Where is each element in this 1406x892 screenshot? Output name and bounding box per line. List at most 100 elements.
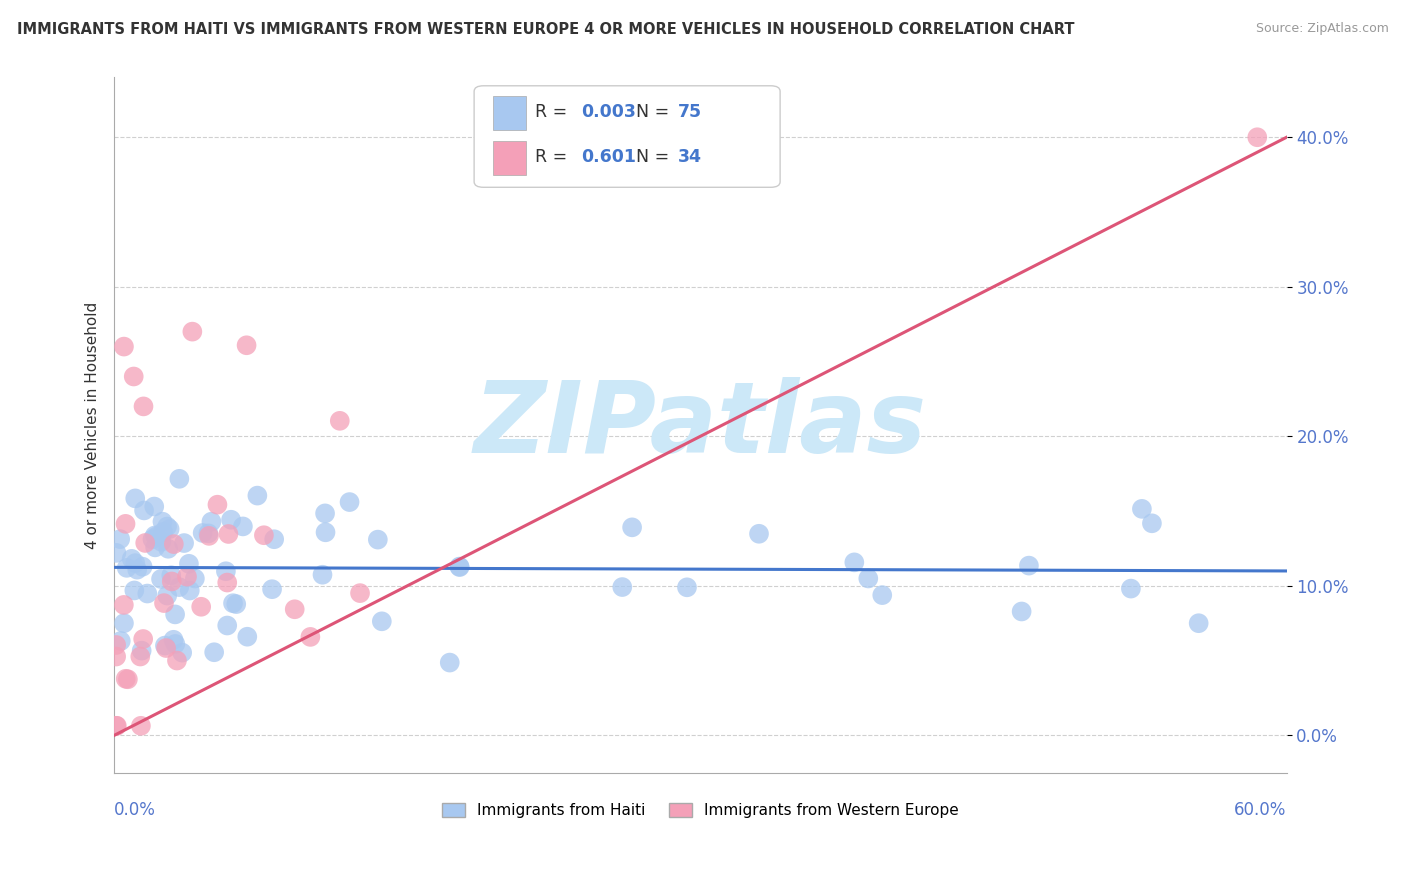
Point bbox=[246, 489, 269, 503]
Text: 0.0%: 0.0% bbox=[114, 800, 156, 819]
Point bbox=[200, 515, 222, 529]
Point bbox=[159, 522, 181, 536]
Point bbox=[207, 498, 229, 512]
Point bbox=[105, 546, 128, 560]
Point bbox=[155, 640, 177, 655]
Point bbox=[124, 491, 146, 506]
Point bbox=[143, 500, 166, 514]
Point bbox=[177, 557, 200, 571]
Point bbox=[339, 495, 361, 509]
Point bbox=[105, 649, 128, 664]
Legend: Immigrants from Haiti, Immigrants from Western Europe: Immigrants from Haiti, Immigrants from W… bbox=[436, 797, 965, 824]
Point bbox=[129, 719, 152, 733]
Point bbox=[202, 645, 225, 659]
Point bbox=[166, 654, 188, 668]
Text: ZIPatlas: ZIPatlas bbox=[474, 376, 927, 474]
Point bbox=[1018, 558, 1040, 573]
Point bbox=[105, 638, 128, 652]
Point bbox=[157, 541, 180, 556]
Point bbox=[160, 568, 183, 582]
Point bbox=[117, 672, 139, 686]
Point bbox=[156, 519, 179, 533]
Point bbox=[131, 643, 153, 657]
Text: N =: N = bbox=[636, 148, 675, 167]
Point bbox=[153, 639, 176, 653]
Text: Source: ZipAtlas.com: Source: ZipAtlas.com bbox=[1256, 22, 1389, 36]
Point bbox=[676, 580, 699, 594]
Point bbox=[315, 525, 337, 540]
Point bbox=[134, 536, 156, 550]
Point bbox=[162, 632, 184, 647]
Point bbox=[172, 646, 194, 660]
Point bbox=[141, 533, 163, 547]
Point bbox=[219, 513, 242, 527]
Point bbox=[844, 555, 866, 569]
Point bbox=[112, 598, 135, 612]
Text: R =: R = bbox=[536, 103, 572, 121]
Point bbox=[167, 580, 190, 594]
Point bbox=[131, 559, 153, 574]
Point bbox=[184, 572, 207, 586]
Point bbox=[115, 561, 138, 575]
Point bbox=[449, 559, 471, 574]
Point bbox=[160, 574, 183, 589]
Point bbox=[235, 338, 257, 352]
Point bbox=[129, 649, 152, 664]
Point bbox=[858, 572, 880, 586]
Point bbox=[439, 656, 461, 670]
FancyBboxPatch shape bbox=[474, 86, 780, 187]
Point bbox=[124, 583, 146, 598]
Point bbox=[145, 529, 167, 543]
Point bbox=[132, 632, 155, 646]
Point bbox=[1140, 516, 1163, 531]
Point bbox=[108, 532, 131, 546]
Point bbox=[136, 586, 159, 600]
Point bbox=[105, 719, 128, 733]
Point bbox=[612, 580, 634, 594]
Point bbox=[132, 503, 155, 517]
Point bbox=[190, 599, 212, 614]
Point bbox=[222, 596, 245, 610]
Point bbox=[156, 589, 179, 603]
Point bbox=[217, 527, 239, 541]
Text: IMMIGRANTS FROM HAITI VS IMMIGRANTS FROM WESTERN EUROPE 4 OR MORE VEHICLES IN HO: IMMIGRANTS FROM HAITI VS IMMIGRANTS FROM… bbox=[17, 22, 1074, 37]
Point bbox=[232, 519, 254, 533]
Point bbox=[152, 515, 174, 529]
Point bbox=[748, 526, 770, 541]
Point bbox=[112, 616, 135, 631]
Point bbox=[176, 570, 198, 584]
Point bbox=[152, 524, 174, 539]
Text: N =: N = bbox=[636, 103, 675, 121]
Point bbox=[153, 596, 176, 610]
Point bbox=[150, 572, 173, 586]
FancyBboxPatch shape bbox=[494, 96, 526, 129]
FancyBboxPatch shape bbox=[494, 142, 526, 175]
Point bbox=[143, 541, 166, 555]
Text: R =: R = bbox=[536, 148, 572, 167]
Text: 60.0%: 60.0% bbox=[1234, 800, 1286, 819]
Point bbox=[122, 369, 145, 384]
Text: 34: 34 bbox=[678, 148, 702, 167]
Text: 0.003: 0.003 bbox=[581, 103, 636, 121]
Point bbox=[112, 340, 135, 354]
Point bbox=[1119, 582, 1142, 596]
Point bbox=[114, 672, 136, 686]
Point bbox=[143, 528, 166, 542]
Point bbox=[132, 400, 155, 414]
Point bbox=[198, 529, 221, 543]
Point bbox=[311, 567, 333, 582]
Point bbox=[870, 588, 893, 602]
Point bbox=[329, 414, 352, 428]
Point bbox=[191, 525, 214, 540]
Point bbox=[165, 607, 187, 622]
Point bbox=[105, 719, 128, 733]
Point bbox=[217, 618, 239, 632]
Point bbox=[1246, 130, 1268, 145]
Point bbox=[299, 630, 322, 644]
Point bbox=[284, 602, 307, 616]
Point bbox=[217, 575, 239, 590]
Point bbox=[367, 533, 389, 547]
Point bbox=[179, 583, 201, 598]
Text: 0.601: 0.601 bbox=[581, 148, 636, 167]
Point bbox=[1188, 616, 1211, 631]
